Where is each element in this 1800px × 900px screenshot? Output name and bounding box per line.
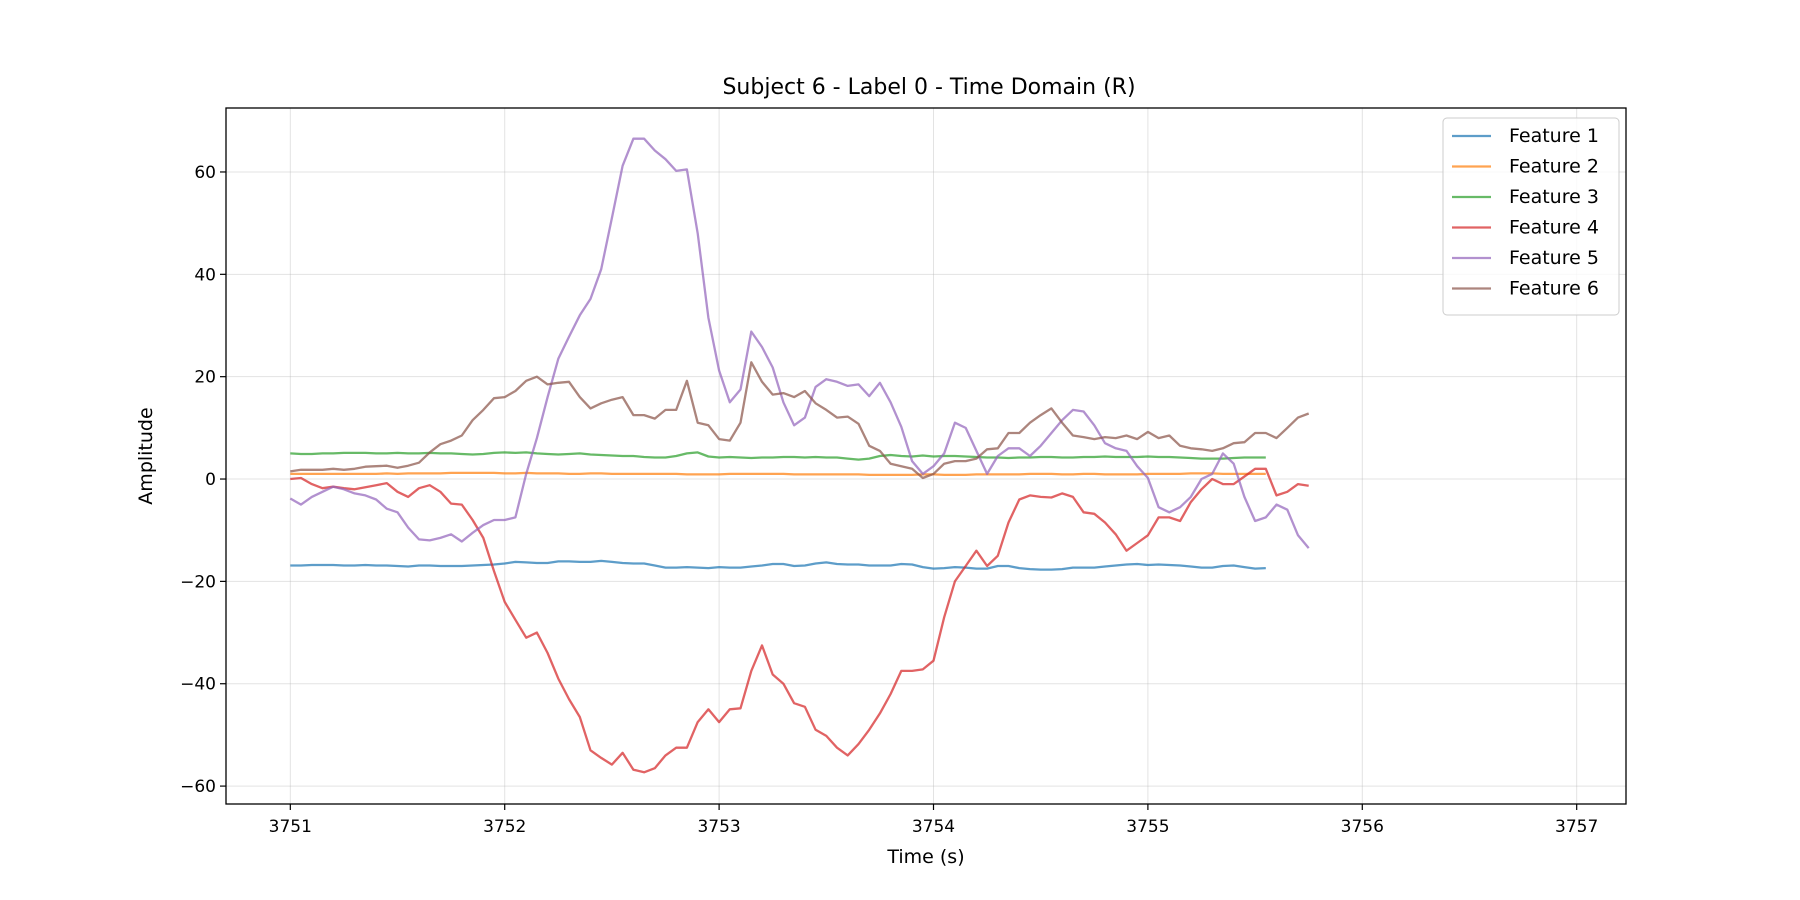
legend-label-feature-3: Feature 3 (1509, 186, 1599, 208)
y-tick-label: 20 (194, 368, 216, 388)
legend-label-feature-2: Feature 2 (1509, 156, 1599, 178)
plot-frame (225, 107, 1627, 805)
tick-layer: 3751 3752 3753 3754 3755 3756 3757 −60 −40 −20 0 20… (180, 163, 1598, 837)
y-tick-label: 40 (194, 265, 216, 285)
series-line-feature-4 (290, 467, 1309, 774)
legend-label-feature-6: Feature 6 (1509, 278, 1599, 300)
y-tick-label: 60 (194, 163, 216, 183)
legend: Feature 1 Feature 2 Feature 3 Feature 4 Feat… (1442, 117, 1620, 316)
legend-label-feature-1: Feature 1 (1509, 125, 1599, 147)
x-axis-label: Time (s) (886, 846, 964, 868)
chart-title: Subject 6 - Label 0 - Time Domain (R) (722, 75, 1135, 100)
legend-label-feature-5: Feature 5 (1509, 247, 1599, 269)
x-tick-label: 3752 (483, 817, 526, 837)
x-tick-label: 3757 (1555, 817, 1598, 837)
series-line-feature-1 (290, 559, 1266, 571)
x-tick-label: 3751 (269, 817, 312, 837)
x-tick-label: 3756 (1341, 817, 1384, 837)
series-line-feature-5 (289, 137, 1310, 549)
y-tick-label: −20 (180, 572, 216, 592)
x-tick-label: 3755 (1126, 817, 1169, 837)
series-line-feature-3 (290, 451, 1266, 461)
series-line-feature-2 (290, 471, 1266, 477)
series-line-feature-6 (290, 361, 1310, 480)
y-tick-label: −60 (180, 777, 216, 797)
grid-layer (226, 108, 1626, 804)
series-layer (289, 137, 1310, 774)
legend-label-feature-4: Feature 4 (1509, 217, 1599, 239)
x-tick-label: 3754 (912, 817, 955, 837)
y-tick-label: 0 (205, 470, 216, 490)
y-tick-label: −40 (180, 675, 216, 695)
x-tick-label: 3753 (697, 817, 740, 837)
y-axis-label: Amplitude (135, 407, 157, 504)
